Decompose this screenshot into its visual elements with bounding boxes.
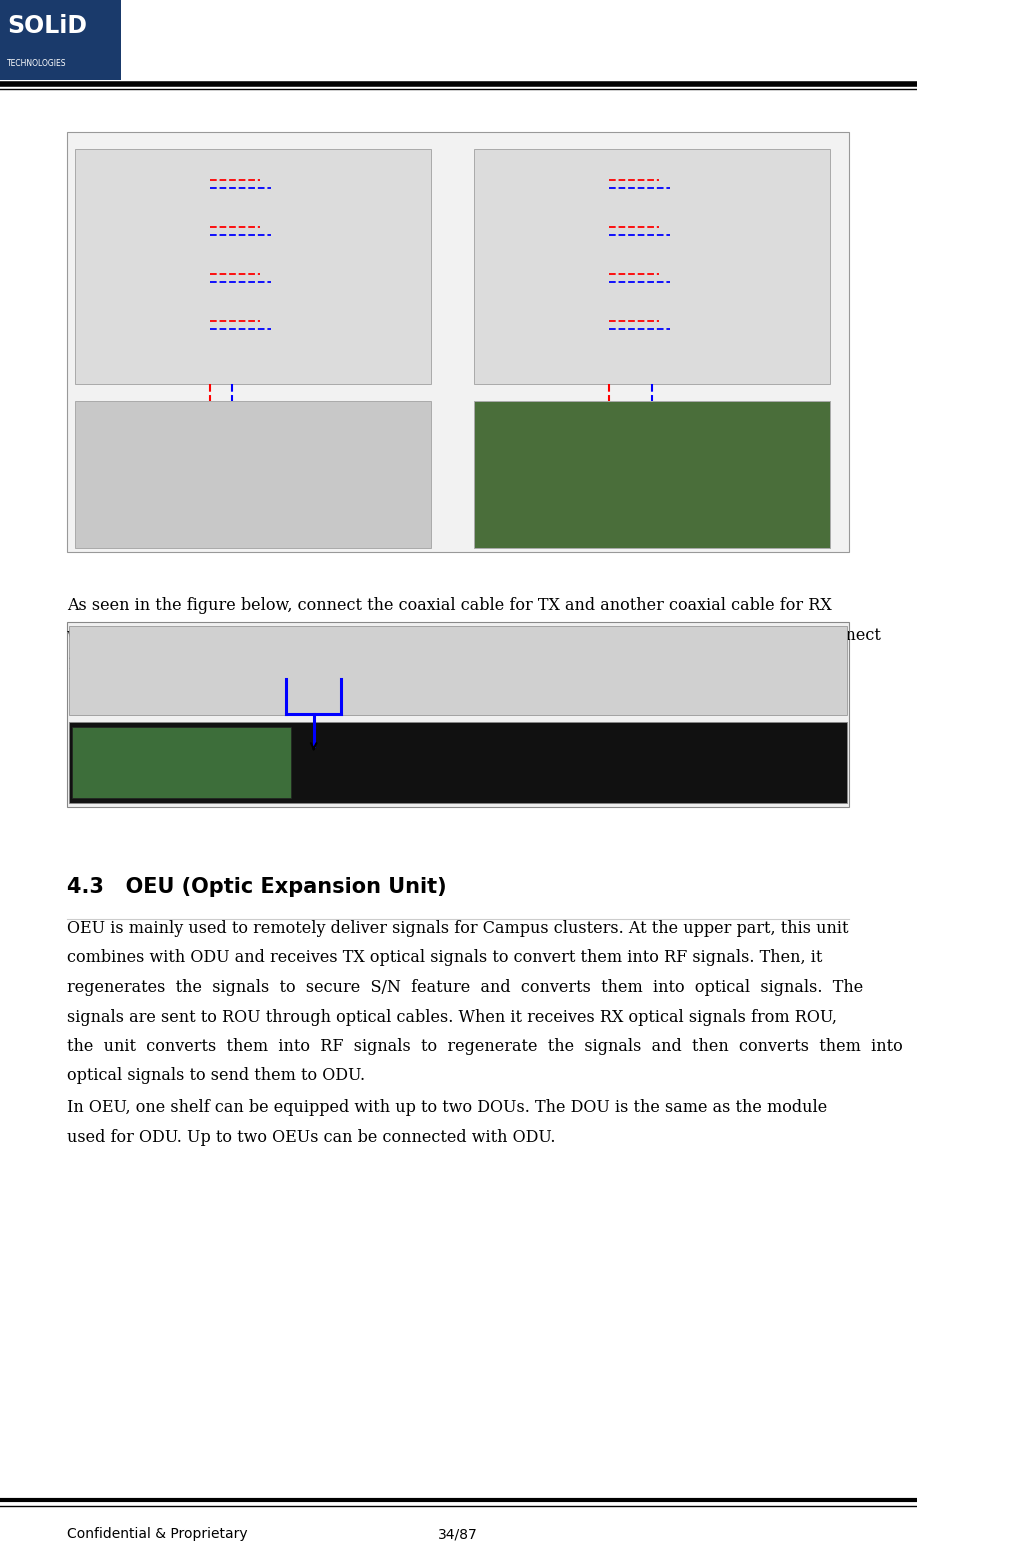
Text: SOLiD: SOLiD xyxy=(7,14,87,37)
FancyBboxPatch shape xyxy=(474,148,828,384)
Text: combines with ODU and receives TX optical signals to convert them into RF signal: combines with ODU and receives TX optica… xyxy=(67,950,822,967)
Text: 4.3   OEU (Optic Expansion Unit): 4.3 OEU (Optic Expansion Unit) xyxy=(67,876,446,897)
Text: regenerates  the  signals  to  secure  S/N  feature  and  converts  them  into  : regenerates the signals to secure S/N fe… xyxy=(67,979,863,997)
Text: 34/87: 34/87 xyxy=(438,1528,478,1542)
Text: TECHNOLOGIES: TECHNOLOGIES xyxy=(7,59,66,69)
FancyBboxPatch shape xyxy=(71,726,290,798)
FancyBboxPatch shape xyxy=(75,148,430,384)
FancyBboxPatch shape xyxy=(69,626,847,714)
FancyBboxPatch shape xyxy=(474,401,828,548)
FancyBboxPatch shape xyxy=(67,133,849,551)
Text: In OEU, one shelf can be equipped with up to two DOUs. The DOU is the same as th: In OEU, one shelf can be equipped with u… xyxy=(67,1100,826,1115)
FancyBboxPatch shape xyxy=(0,0,121,80)
Text: the  unit  converts  them  into  RF  signals  to  regenerate  the  signals  and : the unit converts them into RF signals t… xyxy=(67,1039,902,1054)
FancyBboxPatch shape xyxy=(67,622,849,808)
Text: used for ODU. Up to two OEUs can be connected with ODU.: used for ODU. Up to two OEUs can be conn… xyxy=(67,1128,555,1145)
Text: with  corresponding  ports  at  the  rear  of  BIU.  For  power  supply  and  co: with corresponding ports at the rear of … xyxy=(67,626,880,644)
Text: 15Pin D-Sub Connector cable with a corresponding port.: 15Pin D-Sub Connector cable with a corre… xyxy=(67,656,531,673)
Text: signals are sent to ROU through optical cables. When it receives RX optical sign: signals are sent to ROU through optical … xyxy=(67,1009,837,1026)
FancyBboxPatch shape xyxy=(69,722,847,803)
Text: As seen in the figure below, connect the coaxial cable for TX and another coaxia: As seen in the figure below, connect the… xyxy=(67,597,832,614)
Text: Confidential & Proprietary: Confidential & Proprietary xyxy=(67,1528,248,1542)
FancyBboxPatch shape xyxy=(75,401,430,548)
Text: OEU is mainly used to remotely deliver signals for Campus clusters. At the upper: OEU is mainly used to remotely deliver s… xyxy=(67,920,848,937)
Text: optical signals to send them to ODU.: optical signals to send them to ODU. xyxy=(67,1067,365,1084)
